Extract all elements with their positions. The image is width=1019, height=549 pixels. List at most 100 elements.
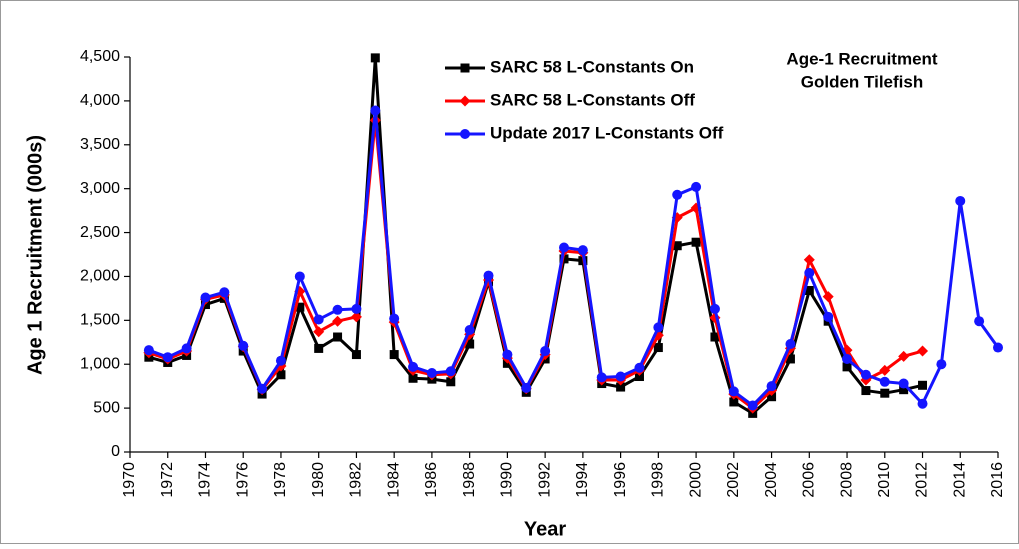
marker <box>860 369 871 380</box>
marker <box>350 311 362 323</box>
legend-marker <box>459 95 471 107</box>
marker <box>143 345 154 356</box>
y-tick-label: 0 <box>111 443 120 460</box>
marker <box>295 302 305 312</box>
y-tick-label: 500 <box>93 399 120 416</box>
x-tick-label: 1988 <box>461 462 478 498</box>
x-tick-label: 1970 <box>121 462 138 498</box>
legend-marker <box>460 63 470 73</box>
marker <box>257 383 268 394</box>
marker <box>408 373 418 383</box>
marker <box>596 372 607 383</box>
marker <box>823 311 834 322</box>
marker <box>370 105 381 116</box>
marker <box>672 189 683 200</box>
marker <box>918 380 928 390</box>
y-tick-label: 1,500 <box>80 312 120 329</box>
marker <box>634 362 645 373</box>
marker <box>275 355 286 366</box>
marker <box>314 343 324 353</box>
marker <box>408 361 419 372</box>
marker <box>879 376 890 387</box>
marker <box>880 388 890 398</box>
y-tick-label: 1,000 <box>80 355 120 372</box>
marker <box>313 314 324 325</box>
marker <box>842 353 853 364</box>
marker <box>785 339 796 350</box>
marker <box>162 352 173 363</box>
marker <box>691 237 701 247</box>
marker <box>767 392 777 402</box>
x-tick-label: 2008 <box>838 462 855 498</box>
marker <box>955 195 966 206</box>
x-tick-label: 2004 <box>763 462 780 498</box>
marker <box>653 343 663 353</box>
x-axis-title: Year <box>524 518 566 540</box>
legend-label: SARC 58 L-Constants Off <box>490 90 695 109</box>
marker <box>389 313 400 324</box>
marker <box>710 332 720 342</box>
marker <box>936 359 947 370</box>
x-tick-label: 1992 <box>536 462 553 498</box>
x-tick-label: 1978 <box>272 462 289 498</box>
x-tick-label: 1996 <box>612 462 629 498</box>
marker <box>521 382 532 393</box>
x-tick-label: 1982 <box>348 462 365 498</box>
y-tick-label: 2,500 <box>80 224 120 241</box>
x-tick-label: 2016 <box>989 462 1006 498</box>
marker <box>426 368 437 378</box>
chart-title: Age-1 Recruitment <box>786 49 937 68</box>
x-tick-label: 1984 <box>385 462 402 498</box>
x-tick-label: 1998 <box>650 462 667 498</box>
marker <box>898 378 909 389</box>
x-tick-label: 1972 <box>159 462 176 498</box>
y-axis-title: Age 1 Recruitment (000s) <box>24 135 46 375</box>
marker <box>804 267 815 278</box>
series-line <box>148 109 1000 407</box>
marker <box>803 254 815 266</box>
legend-label: SARC 58 L-Constants On <box>490 57 694 76</box>
marker <box>616 382 626 392</box>
x-tick-label: 2000 <box>687 462 704 498</box>
marker <box>747 400 758 411</box>
legend-marker <box>460 129 470 139</box>
marker <box>370 53 380 63</box>
marker <box>483 270 494 281</box>
chart-subtitle: Golden Tilefish <box>801 72 923 91</box>
marker <box>351 303 362 314</box>
marker <box>879 364 891 376</box>
marker <box>672 241 682 251</box>
legend-label: Update 2017 L-Constants Off <box>490 123 724 142</box>
x-tick-label: 1986 <box>423 462 440 498</box>
marker <box>993 342 1003 353</box>
marker <box>577 245 588 256</box>
x-tick-label: 2012 <box>914 462 931 498</box>
marker <box>822 291 834 303</box>
marker <box>766 381 777 392</box>
marker <box>351 350 361 360</box>
x-tick-label: 1990 <box>499 462 516 498</box>
x-tick-label: 2006 <box>801 462 818 498</box>
marker <box>332 315 344 327</box>
marker <box>464 324 475 335</box>
marker <box>559 242 569 253</box>
x-tick-label: 2010 <box>876 462 893 498</box>
marker <box>238 340 249 351</box>
marker <box>653 322 664 333</box>
marker <box>785 354 795 364</box>
marker <box>917 345 929 357</box>
x-tick-label: 1980 <box>310 462 327 498</box>
marker <box>709 303 720 314</box>
marker <box>465 339 475 349</box>
marker <box>899 385 909 395</box>
marker <box>842 362 852 372</box>
marker <box>332 304 343 315</box>
marker <box>634 372 644 382</box>
marker <box>540 346 551 357</box>
x-tick-label: 2014 <box>951 462 968 498</box>
marker <box>276 370 286 380</box>
marker <box>804 285 814 295</box>
x-tick-label: 1994 <box>574 462 591 498</box>
